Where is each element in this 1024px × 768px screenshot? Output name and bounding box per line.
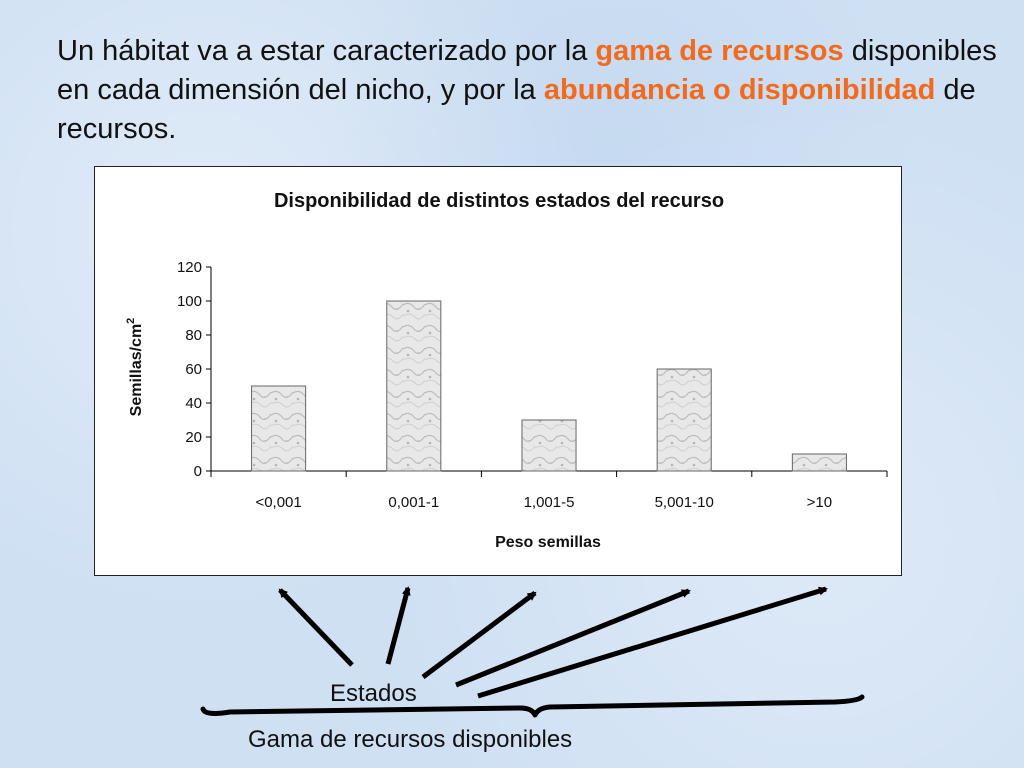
x-tick-label: 0,001-1 xyxy=(388,494,439,511)
x-axis-title: Peso semillas xyxy=(495,534,601,551)
arrow-to-bar-1 xyxy=(278,588,354,667)
y-tick-label: 60 xyxy=(185,361,202,378)
y-tick-label: 120 xyxy=(177,259,202,276)
chart-title: Disponibilidad de distintos estados del … xyxy=(274,190,724,212)
bar-2 xyxy=(386,300,442,472)
x-tick-label: >10 xyxy=(807,494,832,511)
headline-text-1: Un hábitat va a estar caracterizado por … xyxy=(57,35,596,67)
bar-3 xyxy=(521,419,577,472)
headline-text-2: disponibles en cada dimensión del nicho,… xyxy=(57,35,997,106)
arrow-to-bar-5 xyxy=(477,586,828,699)
y-axis-title-sup: 2 xyxy=(125,318,137,324)
y-tick-label: 80 xyxy=(185,327,202,344)
chart-axes: 0 20 40 60 80 100 120 <0,001 0,001-1 1,001-5 5,001… xyxy=(177,259,888,511)
arrow-to-bar-3 xyxy=(421,591,537,679)
bar-5 xyxy=(791,453,847,472)
headline-highlight-abundance: abundancia o disponibilidad xyxy=(543,74,936,106)
arrow-to-bar-2 xyxy=(385,586,411,665)
bar-4 xyxy=(656,368,712,472)
y-tick-label: 100 xyxy=(177,293,202,310)
range-label: Gama de recursos disponibles xyxy=(248,726,573,753)
y-axis-title-text: Semillas/cm xyxy=(128,324,145,417)
x-tick-label: <0,001 xyxy=(255,494,301,511)
slide-headline: Un hábitat va a estar caracterizado por … xyxy=(57,32,997,149)
y-tick-label: 0 xyxy=(194,463,202,480)
headline-text-3: de recursos. xyxy=(57,74,976,145)
bar-chart: Disponibilidad de distintos estados del … xyxy=(125,190,888,551)
estados-label: Estados xyxy=(330,680,417,707)
chart-panel: Disponibilidad de distintos estados del … xyxy=(94,166,902,576)
range-brace xyxy=(200,694,865,718)
x-tick-label: 1,001-5 xyxy=(524,494,575,511)
bar-1 xyxy=(251,385,307,472)
y-axis-title: Semillas/cm2 xyxy=(125,318,145,417)
arrow-to-bar-4 xyxy=(455,588,691,688)
headline-highlight-range: gama de recursos xyxy=(595,35,844,67)
x-tick-label: 5,001-10 xyxy=(655,494,714,511)
y-tick-label: 20 xyxy=(185,429,202,446)
chart-bars xyxy=(251,300,847,472)
y-tick-label: 40 xyxy=(185,395,202,412)
